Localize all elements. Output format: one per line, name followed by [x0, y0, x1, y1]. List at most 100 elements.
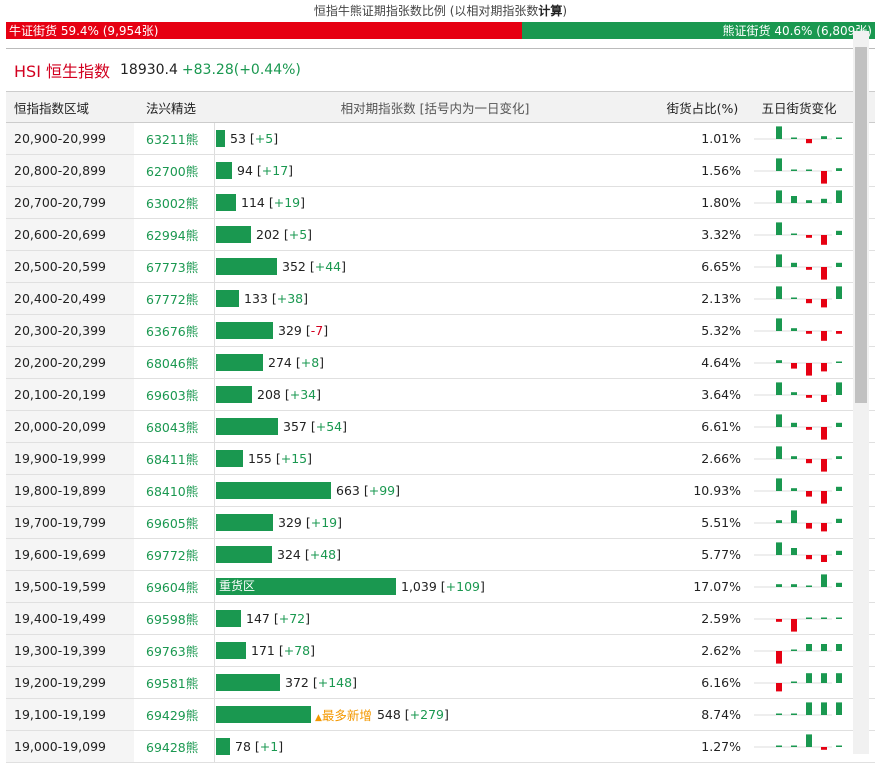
share-cell: 3.64% [701, 387, 741, 402]
warrant-code-link[interactable]: 63676熊 [134, 315, 215, 346]
range-cell: 19,300-19,399 [6, 635, 134, 666]
scrollbar[interactable] [853, 31, 869, 754]
share-cell: 10.93% [693, 483, 741, 498]
share-cell: 5.32% [701, 323, 741, 338]
contracts-value: 114 [+19] [241, 195, 305, 210]
sparkline-bar [806, 585, 812, 587]
warrant-code-link[interactable]: 69598熊 [134, 603, 215, 634]
warrant-code-link[interactable]: 69429熊 [134, 699, 215, 730]
contracts-value: 94 [+17] [237, 163, 294, 178]
sparkline-bar [806, 673, 812, 683]
sparkline-bar [806, 331, 812, 334]
sparkline-bar [776, 446, 782, 459]
contracts-daily-change: +1 [259, 739, 279, 754]
warrant-code-link[interactable]: 69603熊 [134, 379, 215, 410]
contracts-daily-change: +72 [278, 611, 306, 626]
five-day-sparkline [750, 667, 848, 698]
sparkline-chart [754, 382, 842, 402]
contracts-number: 202 [256, 227, 280, 242]
warrant-code-link[interactable]: 63002熊 [134, 187, 215, 218]
sparkline-bar [821, 702, 827, 715]
warrant-code-link[interactable]: 62700熊 [134, 155, 215, 186]
scrollbar-thumb[interactable] [855, 47, 867, 403]
warrant-code-link[interactable]: 69772熊 [134, 539, 215, 570]
sparkline-bar [776, 745, 782, 747]
warrant-code-link[interactable]: 63211熊 [134, 123, 215, 154]
contracts-value: 147 [+72] [246, 611, 310, 626]
contracts-number: 133 [244, 291, 268, 306]
contracts-bar [216, 226, 251, 243]
sparkline-bar [776, 520, 782, 523]
sparkline-bar [836, 137, 842, 139]
sparkline-bar [776, 713, 782, 715]
sparkline-bar [836, 230, 842, 235]
five-day-sparkline [750, 699, 848, 730]
contracts-bar [216, 482, 331, 499]
header-range: 恒指指数区域 [14, 100, 90, 116]
warrant-code-link[interactable]: 69604熊 [134, 571, 215, 602]
share-cell: 1.80% [701, 195, 741, 210]
contracts-bar [216, 290, 239, 307]
table-row: 19,000-19,099 69428熊 78 [+1] 1.27% [6, 731, 875, 763]
bull-ratio-segment: 牛证街货 59.4% (9,954张) [6, 22, 523, 39]
warrant-code-link[interactable]: 68043熊 [134, 411, 215, 442]
contracts-cell: 208 [+34] [215, 379, 655, 410]
index-title[interactable]: HSI 恒生指数 [14, 58, 110, 82]
contracts-daily-change: +34 [289, 387, 317, 402]
sparkline-bar [791, 392, 797, 395]
warrant-code-link[interactable]: 69605熊 [134, 507, 215, 538]
contracts-cell: 663 [+99] [215, 475, 655, 506]
sparkline-bar [836, 673, 842, 683]
ratio-title-prefix: 恒指牛熊证期指张数比例 (以相对期指张数 [313, 4, 539, 18]
sparkline-bar [836, 518, 842, 523]
ratio-title-bold: 计算 [538, 4, 563, 18]
warrant-code-link[interactable]: 68410熊 [134, 475, 215, 506]
share-cell: 5.77% [701, 547, 741, 562]
warrant-code-link[interactable]: 67773熊 [134, 251, 215, 282]
sparkline-bar [821, 267, 827, 280]
contracts-bar [216, 354, 263, 371]
sparkline-bar [791, 363, 797, 369]
contracts-daily-change: -7 [310, 323, 324, 338]
warrant-code-link[interactable]: 67772熊 [134, 283, 215, 314]
warrant-code-link[interactable]: 69428熊 [134, 731, 215, 762]
sparkline-bar [821, 523, 827, 532]
contracts-number: 352 [282, 259, 306, 274]
warrant-code-link[interactable]: 69581熊 [134, 667, 215, 698]
sparkline-bar [776, 158, 782, 171]
five-day-sparkline [750, 603, 848, 634]
sparkline-bar [836, 331, 842, 334]
table-row: 20,300-20,399 63676熊 329 [-7] 5.32% [6, 315, 875, 347]
contracts-daily-change: +54 [315, 419, 343, 434]
contracts-daily-change: +19 [273, 195, 301, 210]
share-cell: 5.51% [701, 515, 741, 530]
sparkline-bar [806, 363, 812, 376]
range-cell: 20,300-20,399 [6, 315, 134, 346]
contracts-daily-change: +5 [288, 227, 308, 242]
warrant-code-link[interactable]: 68046熊 [134, 347, 215, 378]
sparkline-bar [821, 491, 827, 504]
sparkline-chart [754, 702, 842, 716]
warrant-code-link[interactable]: 62994熊 [134, 219, 215, 250]
sparkline-bar [791, 422, 797, 427]
sparkline-bar [791, 488, 797, 491]
contracts-number: 274 [268, 355, 292, 370]
sparkline-bar [806, 702, 812, 715]
warrant-code-link[interactable]: 69763熊 [134, 635, 215, 666]
cbbc-table: 恒指指数区域 法兴精选 相对期指张数 [括号内为一日变化] 街货占比(%) 五日… [6, 91, 875, 763]
contracts-number: 324 [277, 547, 301, 562]
range-cell: 19,800-19,899 [6, 475, 134, 506]
five-day-sparkline [750, 283, 848, 314]
warrant-code-link[interactable]: 68411熊 [134, 443, 215, 474]
contracts-cell: 352 [+44] [215, 251, 655, 282]
sparkline-bar [821, 235, 827, 245]
header-selection: 法兴精选 [146, 100, 197, 116]
bull-bear-ratio-bar: 牛证街货 59.4% (9,954张) 熊证街货 40.6% (6,809张) [6, 22, 875, 39]
sparkline-bar [791, 297, 797, 299]
five-day-sparkline [750, 155, 848, 186]
contracts-bar [216, 450, 243, 467]
contracts-bar [216, 706, 311, 723]
contracts-number: 155 [248, 451, 272, 466]
sparkline-bar [776, 683, 782, 692]
sparkline-chart [754, 158, 842, 184]
